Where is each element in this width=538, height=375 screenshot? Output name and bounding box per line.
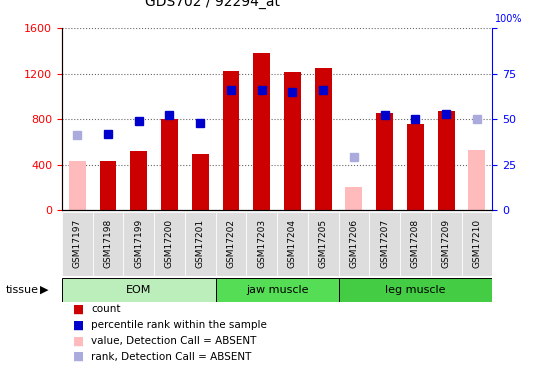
- FancyBboxPatch shape: [400, 212, 431, 276]
- Bar: [192, 154, 209, 210]
- Text: GSM17209: GSM17209: [442, 219, 451, 268]
- FancyBboxPatch shape: [62, 278, 216, 302]
- FancyBboxPatch shape: [338, 278, 492, 302]
- FancyBboxPatch shape: [246, 212, 277, 276]
- Text: GSM17203: GSM17203: [257, 219, 266, 268]
- Text: ▶: ▶: [40, 285, 49, 295]
- Bar: [438, 111, 455, 210]
- Text: tissue: tissue: [5, 285, 38, 295]
- Text: GSM17210: GSM17210: [472, 219, 482, 268]
- FancyBboxPatch shape: [338, 212, 369, 276]
- Bar: [284, 72, 301, 210]
- Text: GSM17197: GSM17197: [73, 219, 82, 268]
- FancyBboxPatch shape: [431, 212, 462, 276]
- Text: percentile rank within the sample: percentile rank within the sample: [91, 320, 267, 330]
- Text: value, Detection Call = ABSENT: value, Detection Call = ABSENT: [91, 336, 257, 346]
- FancyBboxPatch shape: [462, 212, 492, 276]
- FancyBboxPatch shape: [277, 212, 308, 276]
- Text: count: count: [91, 304, 121, 314]
- Bar: [345, 187, 363, 210]
- Bar: [130, 151, 147, 210]
- Bar: [469, 150, 485, 210]
- Text: ■: ■: [73, 350, 84, 363]
- Text: GSM17207: GSM17207: [380, 219, 389, 268]
- FancyBboxPatch shape: [369, 212, 400, 276]
- Bar: [315, 68, 331, 210]
- Text: GSM17201: GSM17201: [196, 219, 205, 268]
- Bar: [69, 161, 86, 210]
- Bar: [100, 161, 116, 210]
- Text: GDS702 / 92294_at: GDS702 / 92294_at: [145, 0, 280, 9]
- Bar: [161, 119, 178, 210]
- Text: leg muscle: leg muscle: [385, 285, 445, 295]
- Text: GSM17204: GSM17204: [288, 219, 297, 268]
- Text: GSM17202: GSM17202: [226, 219, 236, 268]
- FancyBboxPatch shape: [308, 212, 338, 276]
- Text: GSM17208: GSM17208: [411, 219, 420, 268]
- FancyBboxPatch shape: [62, 212, 93, 276]
- Text: EOM: EOM: [126, 285, 151, 295]
- FancyBboxPatch shape: [216, 212, 246, 276]
- Text: GSM17205: GSM17205: [318, 219, 328, 268]
- FancyBboxPatch shape: [154, 212, 185, 276]
- FancyBboxPatch shape: [93, 212, 123, 276]
- Text: GSM17206: GSM17206: [349, 219, 358, 268]
- FancyBboxPatch shape: [185, 212, 216, 276]
- Text: GSM17200: GSM17200: [165, 219, 174, 268]
- Bar: [253, 53, 270, 210]
- Text: GSM17199: GSM17199: [134, 219, 143, 268]
- Text: ■: ■: [73, 303, 84, 316]
- Text: rank, Detection Call = ABSENT: rank, Detection Call = ABSENT: [91, 352, 252, 362]
- Text: ■: ■: [73, 319, 84, 332]
- Bar: [223, 71, 239, 210]
- Bar: [407, 124, 424, 210]
- Text: 100%: 100%: [495, 14, 522, 24]
- FancyBboxPatch shape: [123, 212, 154, 276]
- Bar: [376, 113, 393, 210]
- Text: GSM17198: GSM17198: [103, 219, 112, 268]
- Text: ■: ■: [73, 334, 84, 347]
- Text: jaw muscle: jaw muscle: [246, 285, 308, 295]
- FancyBboxPatch shape: [216, 278, 338, 302]
